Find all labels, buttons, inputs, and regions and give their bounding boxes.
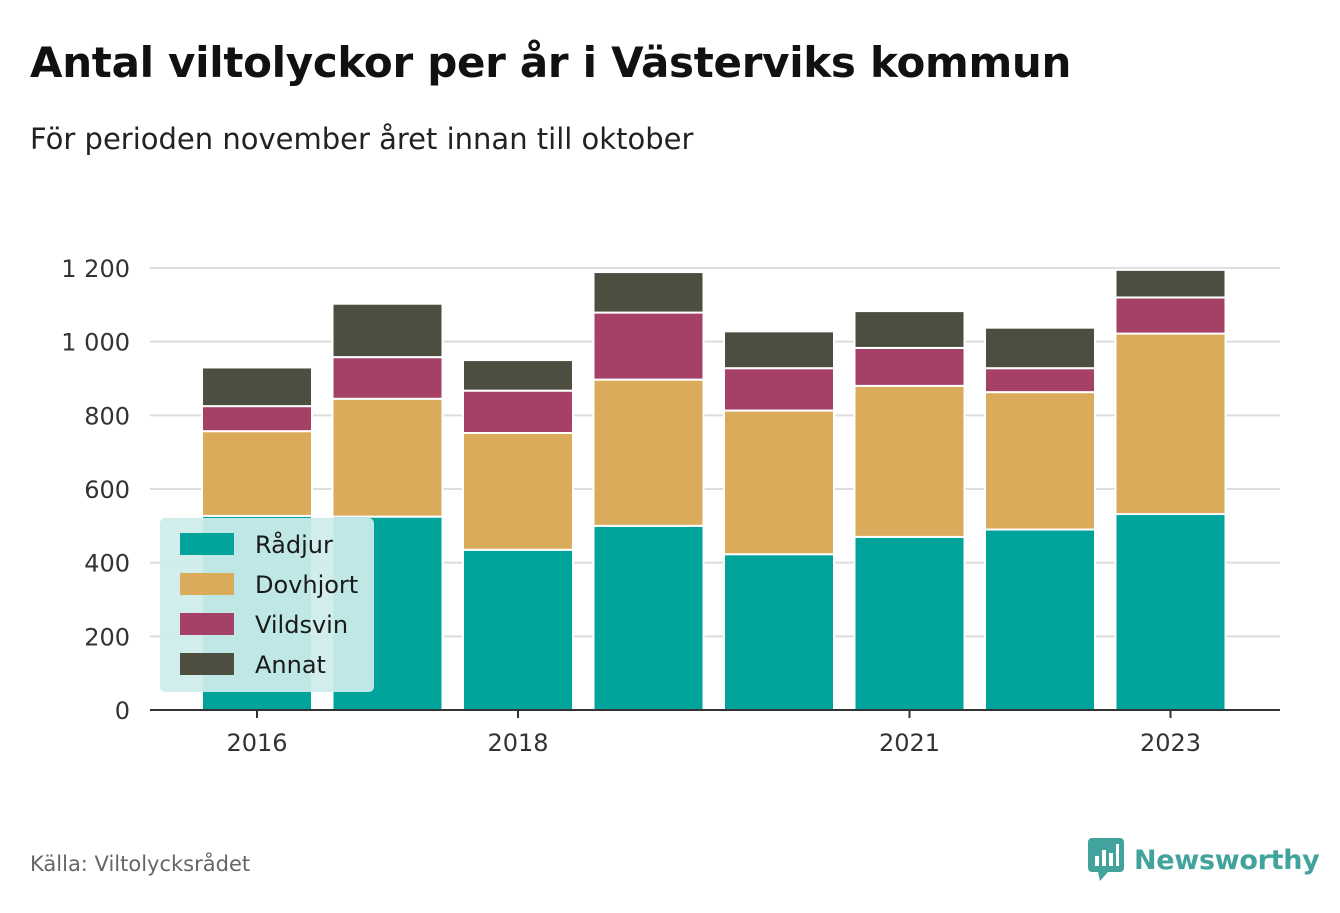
bar-segment-vildsvin-2021 (853, 346, 966, 387)
bar-segment-dovhjort-2018 (462, 432, 574, 551)
y-tick-label: 400 (84, 550, 130, 578)
bar-segment-vildsvin-2016 (201, 405, 313, 433)
legend-box (160, 518, 374, 692)
bar-segment-rådjur-2019 (592, 524, 705, 711)
bar-segment-annat-2018 (462, 359, 574, 392)
y-tick-label: 0 (115, 697, 130, 725)
bar-segment-annat-2021 (853, 310, 966, 349)
legend-label-annat: Annat (255, 651, 326, 679)
bar-segment-dovhjort-2021 (853, 384, 966, 538)
legend-swatch-rådjur (180, 533, 234, 555)
source-note: Källa: Viltolycksrådet (30, 852, 251, 876)
bar-segment-dovhjort-2017 (331, 397, 444, 518)
legend-swatch-vildsvin (180, 613, 234, 635)
newsworthy-logo-icon (1088, 838, 1124, 881)
bar-segment-annat-2020 (723, 330, 835, 370)
bar-segment-vildsvin-2022 (984, 367, 1096, 394)
bar-segment-annat-2016 (201, 366, 313, 408)
chart-title: Antal viltolyckor per år i Västerviks ko… (30, 38, 1072, 87)
x-tick-label: 2021 (879, 729, 940, 757)
bar-segment-vildsvin-2017 (331, 356, 444, 400)
x-tick-label: 2018 (487, 729, 548, 757)
bar-segment-annat-2017 (331, 302, 444, 359)
bar-segment-rådjur-2023 (1114, 513, 1227, 712)
y-tick-label: 1 000 (61, 329, 130, 357)
bar-segment-dovhjort-2019 (592, 378, 705, 527)
bar-segment-dovhjort-2020 (723, 409, 835, 556)
legend-label-vildsvin: Vildsvin (255, 611, 348, 639)
bar-segment-vildsvin-2019 (592, 311, 705, 381)
bar-segment-dovhjort-2023 (1114, 332, 1227, 516)
bar-segment-rådjur-2020 (723, 553, 835, 711)
y-tick-label: 200 (84, 623, 130, 651)
bar-segment-vildsvin-2020 (723, 367, 835, 412)
y-tick-label: 600 (84, 476, 130, 504)
bar-segment-dovhjort-2022 (984, 391, 1096, 531)
bar-segment-vildsvin-2018 (462, 389, 574, 435)
y-tick-label: 1 200 (61, 255, 130, 283)
bar-segment-rådjur-2021 (853, 535, 966, 712)
bar-segment-annat-2023 (1114, 268, 1227, 299)
brand-name: Newsworthy (1134, 844, 1320, 876)
x-tick-label: 2023 (1140, 729, 1201, 757)
bar-segment-rådjur-2018 (462, 548, 574, 712)
bar-segment-vildsvin-2023 (1114, 296, 1227, 335)
bar-segment-annat-2019 (592, 271, 705, 314)
brand-logo: Newsworthy (1088, 838, 1320, 882)
chart-subtitle: För perioden november året innan till ok… (30, 122, 694, 156)
legend-swatch-dovhjort (180, 573, 234, 595)
legend-swatch-annat (180, 653, 234, 675)
legend-label-rådjur: Rådjur (255, 530, 333, 559)
legend-label-dovhjort: Dovhjort (255, 571, 358, 599)
x-tick-label: 2016 (226, 729, 287, 757)
y-tick-label: 800 (84, 402, 130, 430)
bar-segment-rådjur-2022 (984, 528, 1096, 711)
bar-segment-dovhjort-2016 (201, 430, 313, 517)
bar-segment-annat-2022 (984, 326, 1096, 370)
